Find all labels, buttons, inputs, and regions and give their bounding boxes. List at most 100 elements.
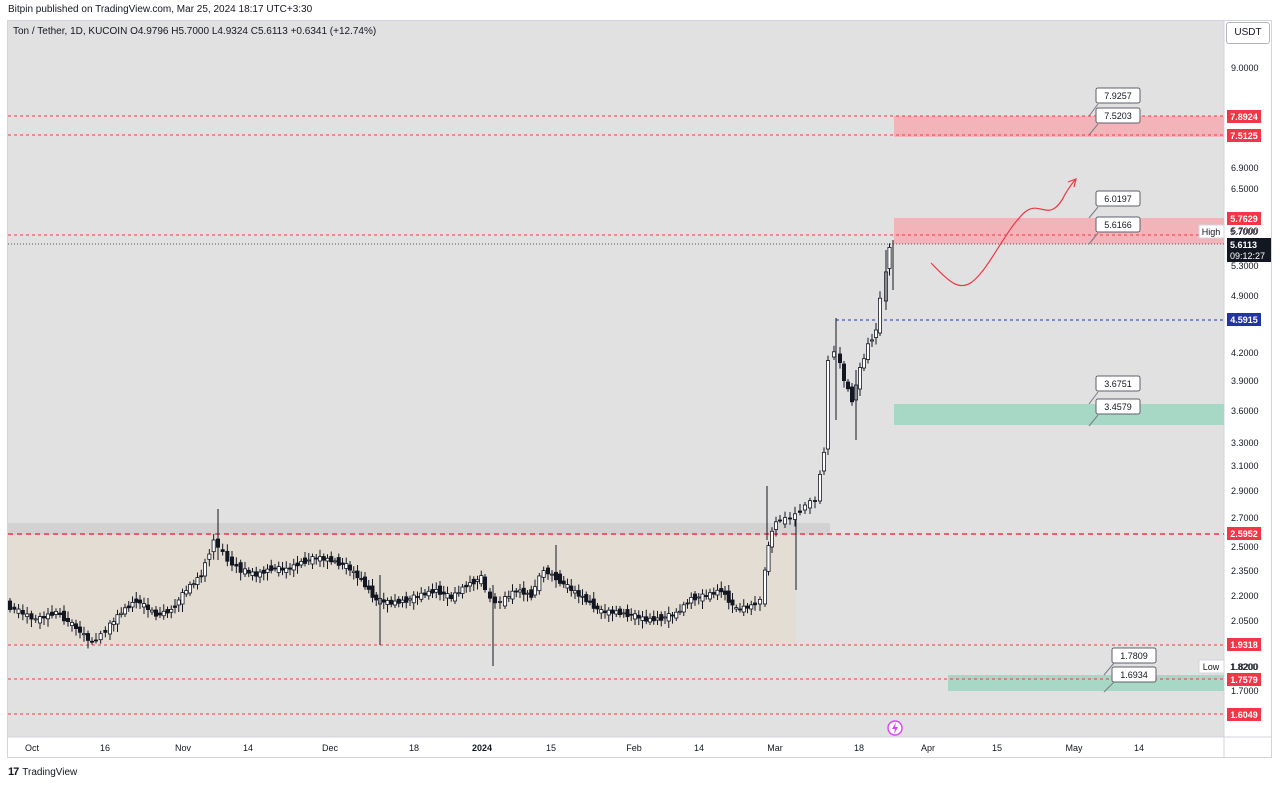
symbol-legend: Ton / Tether, 1D, KUCOIN O4.9796 H5.7000… [13,26,377,37]
candle [202,558,207,582]
candle [257,569,262,583]
y-tick-label: 3.1000 [1231,461,1259,471]
candle [54,608,59,619]
candle [625,604,630,622]
high-marker: High 5.7000 [1198,224,1258,239]
candle [157,607,162,618]
price-label-text: 1.6049 [1230,710,1258,720]
y-tick-label: 2.0500 [1231,616,1259,626]
candle [134,592,139,609]
candle [479,570,484,587]
lightning-icon[interactable] [887,720,903,736]
candle [161,604,166,620]
low-marker-value: 1.8200 [1230,662,1258,672]
time-axis[interactable] [8,737,1271,757]
candle [317,549,322,567]
candle [866,337,871,364]
candle [340,558,345,570]
tradingview-logo-text: TradingView [22,766,78,778]
candle [359,571,364,582]
candle [82,626,87,642]
zone-resistance-upper [894,116,1224,137]
candlestick-series [7,240,894,666]
candle [419,587,424,603]
x-tick-label: 15 [546,743,556,753]
x-tick-label: Oct [25,743,40,753]
y-tick-label: 2.7000 [1231,513,1259,523]
price-label-text: 7.8924 [1230,112,1258,122]
publisher-line: Bitpin published on TradingView.com, Mar… [8,4,313,15]
candle [518,584,523,598]
x-tick-label: Apr [921,743,935,753]
x-tick-label: May [1065,743,1083,753]
candle [42,611,47,625]
candle [362,572,367,590]
candle [704,589,709,600]
y-tick-label: 3.3000 [1231,438,1259,448]
candle [299,558,304,568]
candle [793,506,798,527]
candle [606,607,611,622]
candle [426,586,431,600]
callout-3-4579: 3.4579 [1088,398,1141,427]
candle [525,590,530,602]
candle [681,601,686,616]
candle [497,596,502,609]
tradingview-logo-icon: 17 [8,766,19,778]
candle [798,504,803,516]
candle [651,610,656,625]
candle [441,586,446,601]
zone-support-lower [948,675,1224,691]
candle [533,579,538,598]
x-tick-label: 14 [1134,743,1144,753]
y-tick-label: 9.0000 [1231,63,1259,73]
candle [187,581,192,596]
candle [576,584,581,604]
callout-5-6166: 5.6166 [1088,216,1141,245]
x-tick-label: Dec [322,743,339,753]
candle [370,579,375,603]
currency-selector[interactable]: USDT [1226,22,1270,44]
candle [70,619,75,632]
x-tick-label: Feb [626,743,642,753]
callout-1-6934: 1.6934 [1103,666,1157,693]
y-tick-label: 5.3000 [1231,261,1259,271]
candle [94,633,99,644]
candle [774,516,779,537]
candle [723,586,728,601]
chart-frame[interactable] [7,20,1272,758]
candle [225,544,230,567]
candle [20,604,25,621]
candle [475,575,480,590]
candle [325,554,330,569]
candle [618,606,623,618]
candle [66,611,71,627]
candle [351,566,356,580]
callout-text: 1.7809 [1120,651,1148,661]
candle [659,611,664,627]
candle [529,585,534,601]
candle [758,596,763,611]
y-tick-label: 1.8200 [1231,662,1259,672]
candle [381,592,386,610]
projection-arrowhead [1067,178,1077,188]
candle [287,563,292,576]
candle [580,589,585,605]
candle [842,361,847,388]
candle [329,551,334,565]
candle [763,567,768,607]
candle [169,605,174,619]
tradingview-logo[interactable]: 17 TradingView [8,766,77,778]
candle [74,619,79,636]
y-tick-label: 5.7000 [1231,226,1259,236]
candle [550,570,555,582]
candle [103,626,108,638]
y-tick-label: 2.2000 [1231,591,1259,601]
candle [407,595,412,606]
x-axis-ticks: Oct 16 Nov 14 Dec 18 2024 15 Feb 14 Mar 18 Apr 15 May 1… [25,743,1144,753]
accumulation-range-box [8,535,796,644]
candle [310,553,315,569]
candle [464,581,469,593]
callout-7-9257: 7.9257 [1088,87,1141,117]
